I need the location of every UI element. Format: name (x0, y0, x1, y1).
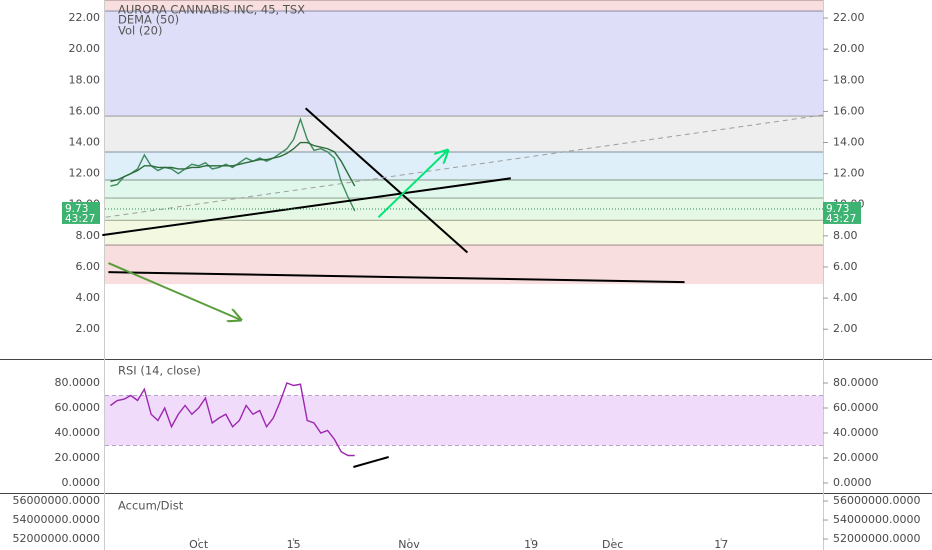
price-badge-label: 9.73 (65, 203, 88, 215)
y-tick-label: 20.00 (833, 42, 865, 55)
y-tick-label: 6.00 (76, 260, 101, 273)
y-tick-label: 54000000.0000 (13, 513, 100, 526)
y-tick-label: 40.0000 (833, 426, 879, 439)
y-tick-label: 2.00 (76, 322, 101, 335)
fib-band (105, 180, 823, 199)
y-tick-label: 80.0000 (833, 376, 879, 389)
y-tick-label: 80.0000 (55, 376, 101, 389)
trend-line (107, 262, 240, 320)
series-line (110, 141, 356, 187)
rsi-band (105, 395, 823, 446)
y-tick-label: 14.00 (833, 136, 865, 149)
y-tick-label: 20.0000 (833, 451, 879, 464)
y-tick-label: 16.00 (69, 104, 101, 117)
y-tick-label: 18.00 (69, 73, 101, 86)
y-tick-label: 8.00 (76, 229, 101, 242)
fib-band (105, 198, 823, 221)
x-tick-label: 15 (287, 538, 301, 550)
y-tick-label: 0.0000 (62, 476, 101, 489)
y-tick-label: 14.00 (69, 136, 101, 149)
legend-entry: DEMA (50) (118, 13, 179, 27)
pane-title: RSI (14, close) (118, 364, 201, 378)
y-tick-label: 56000000.0000 (833, 494, 920, 507)
series-line (110, 382, 355, 457)
price-badge (823, 201, 861, 224)
y-tick-label: 60.0000 (55, 401, 101, 414)
y-tick-label: 12.00 (833, 167, 865, 180)
symbol-title: AURORA CANNABIS INC, 45, TSX (118, 3, 305, 17)
y-tick-label: 18.00 (833, 73, 865, 86)
y-tick-label: 16.00 (833, 104, 865, 117)
y-tick-label: 40.0000 (55, 426, 101, 439)
fib-band (105, 220, 823, 246)
x-tick-label: 19 (524, 538, 538, 550)
y-tick-label: 22.00 (833, 11, 865, 24)
fib-band (105, 0, 823, 12)
trend-line (304, 107, 469, 254)
y-tick-label: 8.00 (833, 229, 858, 242)
y-tick-label: 0.0000 (833, 476, 872, 489)
y-tick-label: 52000000.0000 (833, 532, 920, 545)
x-tick-label: Dec (602, 538, 623, 550)
trend-line (353, 456, 389, 468)
fib-band (105, 11, 823, 117)
price-badge (62, 201, 100, 224)
countdown-label: 43:27 (826, 213, 856, 225)
x-tick-label: Nov (398, 538, 420, 550)
trend-line (377, 150, 447, 218)
countdown-label: 43:27 (65, 213, 95, 225)
y-tick-label: 20.0000 (55, 451, 101, 464)
y-tick-label: 12.00 (69, 167, 101, 180)
x-tick-label: Oct (189, 538, 209, 550)
trend-line (105, 114, 824, 218)
legend-entry: Vol (20) (118, 24, 162, 38)
price-badge-label: 9.73 (826, 203, 849, 215)
y-tick-label: 6.00 (833, 260, 858, 273)
y-tick-label: 56000000.0000 (13, 494, 100, 507)
y-tick-label: 52000000.0000 (13, 532, 100, 545)
y-tick-label: 60.0000 (833, 401, 879, 414)
pane-title: Accum/Dist (118, 499, 184, 513)
trend-line (102, 177, 511, 237)
y-tick-label: 22.00 (69, 11, 101, 24)
fib-band (105, 116, 823, 153)
y-tick-label: 54000000.0000 (833, 513, 920, 526)
trend-line (108, 271, 685, 284)
y-tick-label: 20.00 (69, 42, 101, 55)
plot: 2.002.004.004.006.006.008.008.0010.0010.… (13, 0, 920, 545)
y-tick-label: 4.00 (833, 291, 858, 304)
x-tick-label: 17 (714, 538, 728, 550)
y-tick-label: 2.00 (833, 322, 858, 335)
y-tick-label: 4.00 (76, 291, 101, 304)
